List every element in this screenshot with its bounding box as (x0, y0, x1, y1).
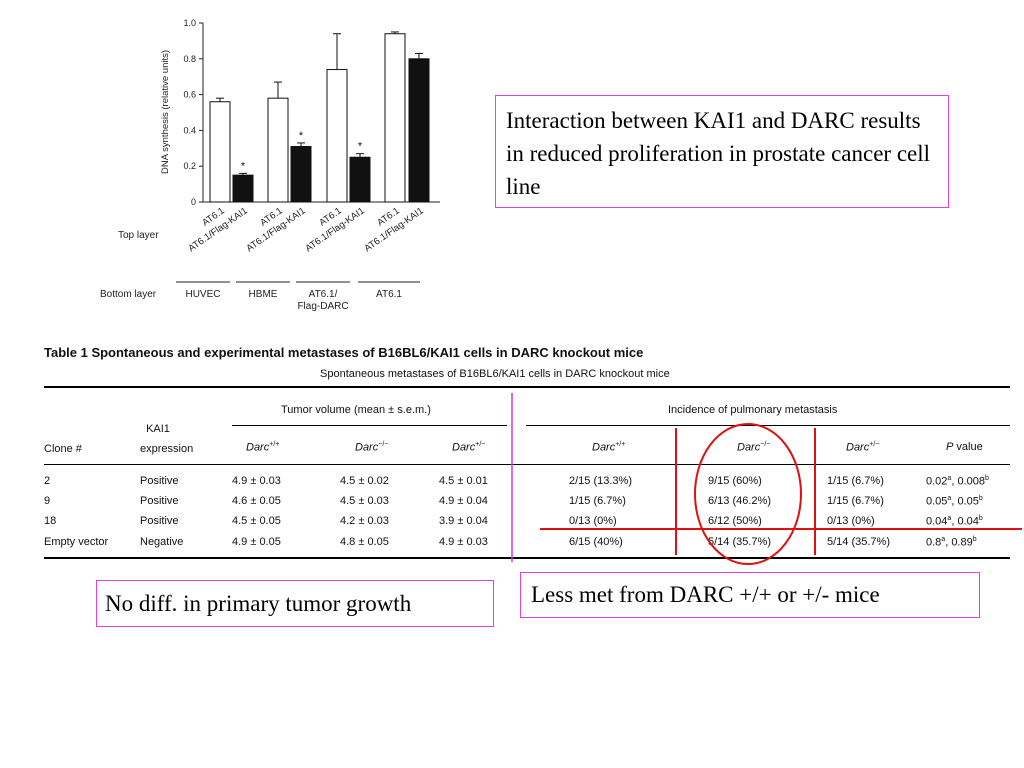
cell-volume-pp: 4.9 ± 0.03 (232, 475, 281, 487)
table-subtitle: Spontaneous metastases of B16BL6/KAI1 ce… (320, 368, 670, 380)
table-title: Table 1 Spontaneous and experimental met… (44, 345, 644, 360)
cell-incidence-mm: 9/15 (60%) (708, 475, 762, 487)
cell-volume-mm: 4.5 ± 0.03 (340, 495, 389, 507)
cell-volume-mm: 4.5 ± 0.02 (340, 475, 389, 487)
callout-interaction: Interaction between KAI1 and DARC result… (495, 95, 949, 208)
bottom-group-label: AT6.1 (376, 289, 402, 300)
table-rule-top (44, 386, 1010, 388)
header-expression: expression (140, 443, 194, 455)
bottom-layer-label: Bottom layer (100, 289, 157, 300)
table-rule-header (44, 464, 1010, 465)
cell-expression: Positive (140, 495, 179, 507)
table-rule-volume (232, 425, 507, 426)
cell-volume-pm: 3.9 ± 0.04 (439, 515, 488, 527)
header-tumor-volume: Tumor volume (mean ± s.e.m.) (281, 404, 431, 416)
red-circle-highlight (694, 423, 802, 565)
header-darc-pp: Darc+/+ (246, 441, 280, 454)
cell-incidence-pm: 1/15 (6.7%) (827, 495, 884, 507)
top-layer-label: Top layer (118, 230, 159, 241)
bar-chart: 0 0.2 0.4 0.6 0.8 1.0 DNA synthesis (relative … (100, 18, 440, 312)
cell-volume-pp: 4.9 ± 0.05 (232, 536, 281, 548)
cell-clone: 9 (44, 495, 51, 507)
cell-volume-pp: 4.6 ± 0.05 (232, 495, 281, 507)
significance-star: * (299, 130, 304, 142)
cell-incidence-mm: 5/14 (35.7%) (708, 536, 771, 548)
y-tick-label: 1.0 (183, 18, 196, 28)
y-tick-label: 0.2 (183, 161, 196, 171)
cell-incidence-mm: 6/12 (50%) (708, 515, 762, 527)
cell-volume-mm: 4.8 ± 0.05 (340, 536, 389, 548)
cell-volume-pm: 4.5 ± 0.01 (439, 475, 488, 487)
cell-expression: Positive (140, 475, 179, 487)
cell-pvalue: 0.05a, 0.05b (926, 495, 983, 508)
cell-clone: 2 (44, 475, 51, 487)
table-rule-bottom (44, 557, 1010, 559)
callout-no-diff-growth: No diff. in primary tumor growth (96, 580, 494, 627)
y-axis-label: DNA synthesis (relative units) (160, 50, 171, 174)
cell-incidence-pp: 1/15 (6.7%) (569, 495, 626, 507)
header-darc-pm: Darc+/− (452, 441, 486, 454)
cell-clone: Empty vector (44, 536, 109, 548)
cell-incidence-pm: 0/13 (0%) (827, 515, 875, 527)
header-inc-darc-pm: Darc+/− (846, 441, 880, 454)
cell-pvalue: 0.04a, 0.04b (926, 515, 983, 528)
cell-incidence-pp: 2/15 (13.3%) (569, 475, 632, 487)
significance-star: * (241, 160, 246, 172)
cell-incidence-pp: 0/13 (0%) (569, 515, 617, 527)
cell-expression: Positive (140, 515, 179, 527)
cell-expression: Negative (140, 536, 184, 548)
cell-incidence-pm: 5/14 (35.7%) (827, 536, 890, 548)
bottom-group-label: HBME (249, 289, 278, 300)
cell-incidence-pm: 1/15 (6.7%) (827, 475, 884, 487)
bottom-group-label: AT6.1/Flag-DARC (297, 289, 348, 312)
y-tick-label: 0 (191, 197, 196, 207)
header-clone: Clone # (44, 443, 82, 455)
callout-less-met: Less met from DARC +/+ or +/- mice (520, 572, 980, 618)
y-tick-label: 0.4 (183, 125, 196, 135)
header-inc-darc-pp: Darc+/+ (592, 441, 626, 454)
header-pvalue: P value (946, 441, 983, 453)
header-darc-mm: Darc−/− (355, 441, 389, 454)
y-tick-label: 0.8 (183, 54, 196, 64)
cell-volume-mm: 4.2 ± 0.03 (340, 515, 389, 527)
cell-volume-pp: 4.5 ± 0.05 (232, 515, 281, 527)
cell-pvalue: 0.8a, 0.89b (926, 536, 977, 549)
cell-pvalue: 0.02a, 0.008b (926, 475, 989, 488)
y-tick-label: 0.6 (183, 90, 196, 100)
cell-incidence-mm: 6/13 (46.2%) (708, 495, 771, 507)
header-kai1: KAI1 (146, 423, 170, 435)
cell-incidence-pp: 6/15 (40%) (569, 536, 623, 548)
cell-volume-pm: 4.9 ± 0.03 (439, 536, 488, 548)
cell-clone: 18 (44, 515, 57, 527)
cell-volume-pm: 4.9 ± 0.04 (439, 495, 488, 507)
significance-star: * (358, 141, 363, 153)
bottom-group-label: HUVEC (185, 289, 220, 300)
header-inc-darc-mm: Darc−/− (737, 441, 771, 454)
header-incidence: Incidence of pulmonary metastasis (668, 404, 838, 416)
table-rule-incidence (526, 425, 1010, 426)
